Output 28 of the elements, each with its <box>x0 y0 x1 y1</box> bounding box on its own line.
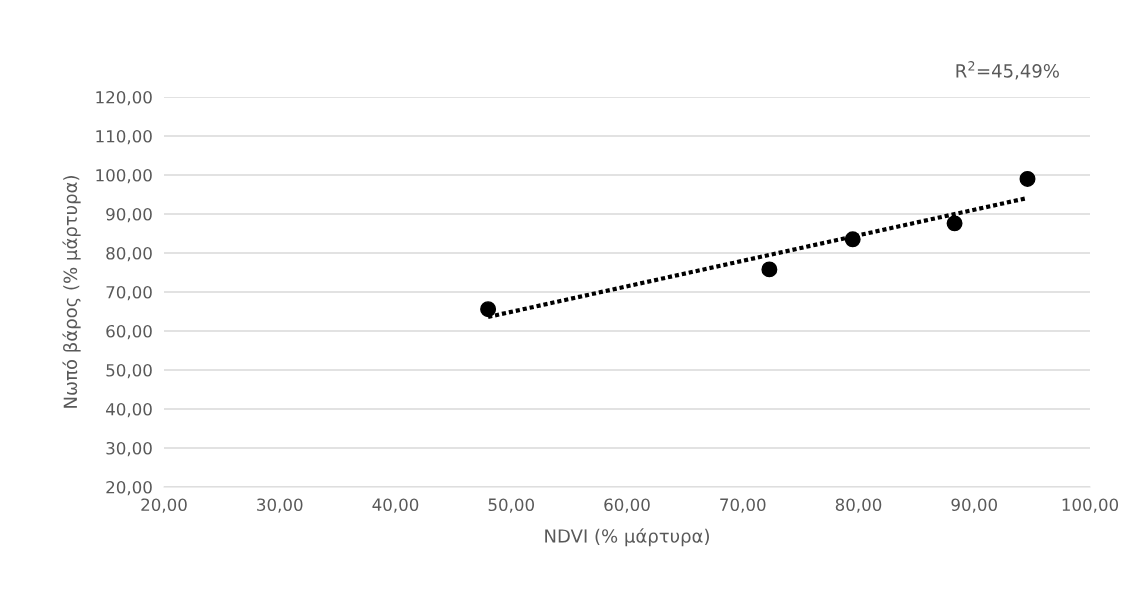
point <box>844 231 861 248</box>
y-tick-label: 100,00 <box>96 168 152 184</box>
y-tick-label: 120,00 <box>96 90 152 106</box>
x-tick-label: 70,00 <box>720 498 766 513</box>
y-tick-label: 50,00 <box>106 363 152 379</box>
x-tick-label: 80,00 <box>835 498 882 513</box>
y-tick-label: 90,00 <box>106 207 152 223</box>
y-tick-label: 20,00 <box>106 480 152 496</box>
point <box>761 261 778 278</box>
y-tick-label: 60,00 <box>106 324 152 340</box>
text: R$^{2}$=45,49% <box>956 61 1059 80</box>
point <box>1019 170 1036 187</box>
x-tick-label: 90,00 <box>951 498 997 513</box>
x-tick-label: 30,00 <box>257 498 303 513</box>
y-tick-label: 110,00 <box>96 129 152 145</box>
point <box>946 215 963 232</box>
x-tick-label: 50,00 <box>488 498 534 513</box>
x-tick-label: 40,00 <box>372 498 419 513</box>
y-tick-label: 30,00 <box>106 441 152 457</box>
point <box>480 301 497 318</box>
y-tick-label: 80,00 <box>106 246 152 262</box>
y-axis-title: Νωπό βάρος (% μάρτυρα) <box>62 176 81 408</box>
x-tick-label: 60,00 <box>604 498 650 513</box>
x-axis-title: NDVI (% μάρτυρα) <box>545 528 709 547</box>
y-tick-label: 40,00 <box>105 402 152 418</box>
x-tick-label: 20,00 <box>141 498 187 513</box>
y-tick-label: 70,00 <box>106 285 152 301</box>
x-tick-label: 100,00 <box>1062 498 1119 513</box>
